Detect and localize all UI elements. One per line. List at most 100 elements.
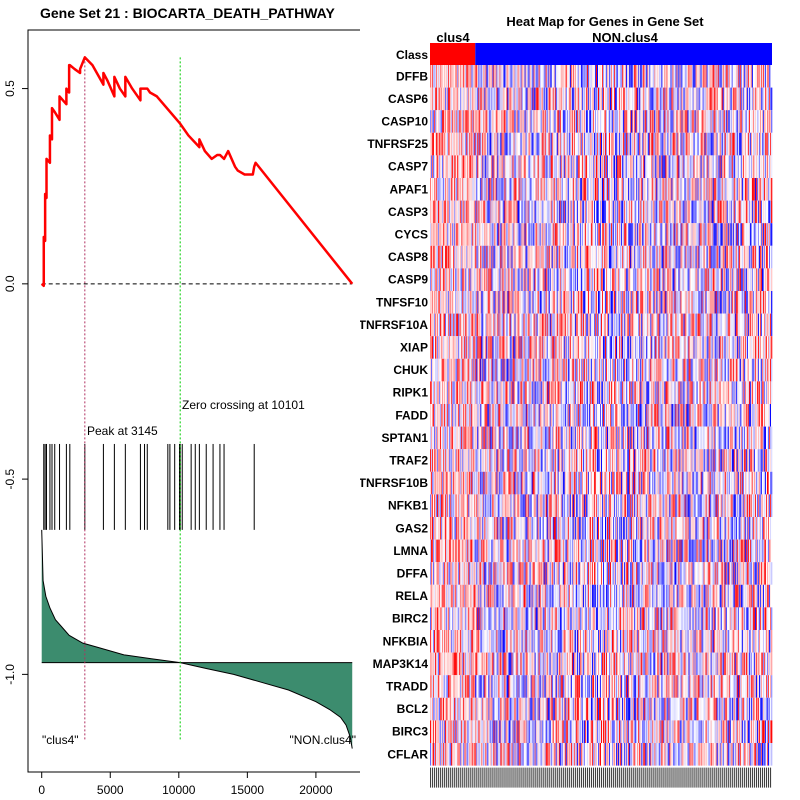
heatmap-cell <box>553 110 556 133</box>
heatmap-cell <box>515 155 517 178</box>
heatmap-cell <box>757 223 760 246</box>
heatmap-cell <box>747 87 750 111</box>
heatmap-cell <box>437 200 439 224</box>
heatmap-cell <box>712 223 715 246</box>
heatmap-cell <box>759 110 762 133</box>
heatmap-cell <box>517 87 519 111</box>
heatmap-cell <box>594 223 597 246</box>
heatmap-cell <box>555 200 558 224</box>
heatmap-cell <box>619 132 621 156</box>
heatmap-cell <box>678 200 680 224</box>
heatmap-cell <box>580 245 583 269</box>
heatmap-cell <box>534 223 536 246</box>
heatmap-cell <box>447 178 449 201</box>
heatmap-cell <box>456 223 458 246</box>
heatmap-cell <box>593 132 596 156</box>
heatmap-cell <box>534 155 536 178</box>
heatmap-cell <box>726 223 729 246</box>
heatmap-cell <box>699 245 701 269</box>
heatmap-cell <box>761 87 764 111</box>
heatmap-cell <box>726 291 729 314</box>
heatmap-cell <box>664 245 666 269</box>
heatmap-cell <box>561 245 564 269</box>
heatmap-cell <box>465 65 467 88</box>
heatmap-cell <box>613 132 615 156</box>
heatmap-cell <box>584 87 587 111</box>
heatmap-cell <box>446 87 448 111</box>
heatmap-cell <box>463 313 465 337</box>
heatmap-cell <box>747 178 750 201</box>
heatmap-cell <box>583 245 586 269</box>
heatmap-cell <box>513 245 515 269</box>
heatmap-cell <box>568 178 571 201</box>
heatmap-cell <box>607 178 609 201</box>
heatmap-cell <box>637 291 639 314</box>
heatmap-cell <box>662 132 664 156</box>
heatmap-cell <box>652 155 654 178</box>
heatmap-cell <box>752 291 755 314</box>
heatmap-cell <box>459 223 461 246</box>
heatmap-cell <box>724 178 727 201</box>
heatmap-cell <box>682 223 684 246</box>
heatmap-cell <box>471 178 473 201</box>
heatmap-cell <box>522 200 524 224</box>
heatmap-cell <box>589 223 592 246</box>
heatmap-cell <box>634 178 636 201</box>
heatmap-cell <box>463 87 465 111</box>
heatmap-cell <box>544 110 547 133</box>
heatmap-cell <box>756 223 759 246</box>
heatmap-cell <box>539 291 541 314</box>
heatmap-cell <box>681 132 683 156</box>
heatmap-cell <box>469 155 471 178</box>
heatmap-cell <box>568 132 571 156</box>
heatmap-cell <box>521 245 523 269</box>
heatmap-cell <box>717 291 720 314</box>
heatmap-cell <box>770 268 773 291</box>
heatmap-cell <box>559 155 562 178</box>
heatmap-cell <box>470 87 472 111</box>
heatmap-cell <box>626 200 628 224</box>
heatmap-cell <box>659 268 661 291</box>
heatmap-cell <box>613 178 615 201</box>
heatmap-cell <box>641 291 643 314</box>
heatmap-cell <box>674 178 676 201</box>
heatmap-cell <box>611 110 613 133</box>
heatmap-cell <box>697 268 699 291</box>
heatmap-cell <box>607 87 609 111</box>
heatmap-cell <box>643 291 645 314</box>
heatmap-cell <box>666 155 668 178</box>
heatmap-cell <box>602 291 604 314</box>
heatmap-cell <box>586 65 589 88</box>
heatmap-cell <box>655 87 657 111</box>
heatmap-cell <box>516 291 518 314</box>
heatmap-cell <box>605 65 607 88</box>
heatmap-cell <box>491 200 493 224</box>
heatmap-cell <box>465 132 467 156</box>
heatmap-cell <box>769 87 772 111</box>
heatmap-cell <box>517 155 519 178</box>
heatmap-cell <box>591 245 594 269</box>
heatmap-cell <box>471 245 473 269</box>
heatmap-cell <box>466 245 468 269</box>
heatmap-cell <box>564 110 567 133</box>
heatmap-cell <box>749 65 752 88</box>
heatmap-cell <box>767 110 770 133</box>
heatmap-cell <box>547 87 550 111</box>
class-a-bar <box>430 43 476 65</box>
heatmap-cell <box>470 223 472 246</box>
heatmap-cell <box>590 291 593 314</box>
heatmap-cell <box>706 110 708 133</box>
heatmap-cell <box>462 200 464 224</box>
heatmap-cell <box>504 87 506 111</box>
heatmap-cell <box>457 110 459 133</box>
heatmap-cell <box>574 110 577 133</box>
heatmap-cell <box>697 178 699 201</box>
heatmap-cell <box>476 313 478 337</box>
heatmap-cell <box>591 110 594 133</box>
heatmap-cell <box>489 87 491 111</box>
heatmap-cell <box>470 291 472 314</box>
heatmap-cell <box>452 313 454 337</box>
heatmap-cell <box>505 132 507 156</box>
heatmap-cell <box>550 110 553 133</box>
heatmap-cell <box>710 87 712 111</box>
